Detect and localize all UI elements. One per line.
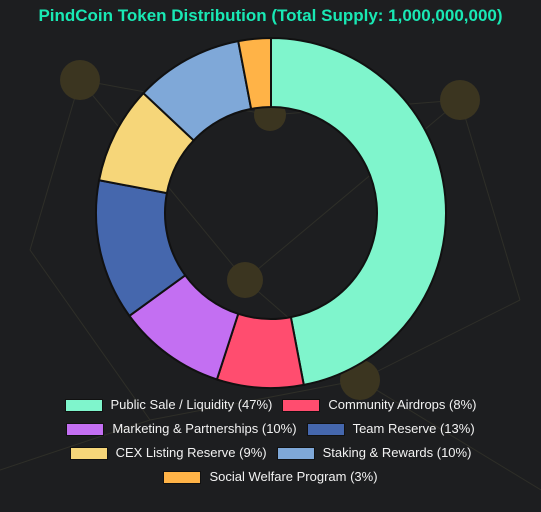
chart-legend: Public Sale / Liquidity (47%) Community …: [0, 396, 541, 486]
legend-label: Public Sale / Liquidity (47%): [110, 397, 273, 412]
legend-item-staking[interactable]: Staking & Rewards (10%): [276, 444, 472, 462]
legend-item-marketing[interactable]: Marketing & Partnerships (10%): [66, 420, 297, 438]
donut-slice-6[interactable]: [237, 36, 272, 111]
legend-swatch: [69, 446, 108, 460]
legend-item-public-sale[interactable]: Public Sale / Liquidity (47%): [64, 396, 273, 414]
legend-swatch: [64, 398, 103, 412]
legend-label: Community Airdrops (8%): [328, 397, 477, 412]
legend-item-social-welfare[interactable]: Social Welfare Program (3%): [163, 468, 378, 486]
legend-label: Marketing & Partnerships (10%): [112, 421, 297, 436]
legend-item-team-reserve[interactable]: Team Reserve (13%): [306, 420, 475, 438]
legend-label: Team Reserve (13%): [352, 421, 475, 436]
legend-label: CEX Listing Reserve (9%): [115, 445, 267, 460]
legend-swatch: [306, 422, 345, 436]
legend-swatch: [66, 422, 105, 436]
legend-swatch: [276, 446, 315, 460]
donut-slice-0[interactable]: [270, 36, 447, 387]
chart-title: PindCoin Token Distribution (Total Suppl…: [38, 6, 503, 25]
legend-item-cex-listing[interactable]: CEX Listing Reserve (9%): [69, 444, 267, 462]
legend-label: Social Welfare Program (3%): [209, 469, 378, 484]
legend-swatch: [282, 398, 321, 412]
legend-label: Staking & Rewards (10%): [322, 445, 472, 460]
legend-swatch: [163, 470, 202, 484]
legend-item-community-airdrops[interactable]: Community Airdrops (8%): [282, 396, 476, 414]
